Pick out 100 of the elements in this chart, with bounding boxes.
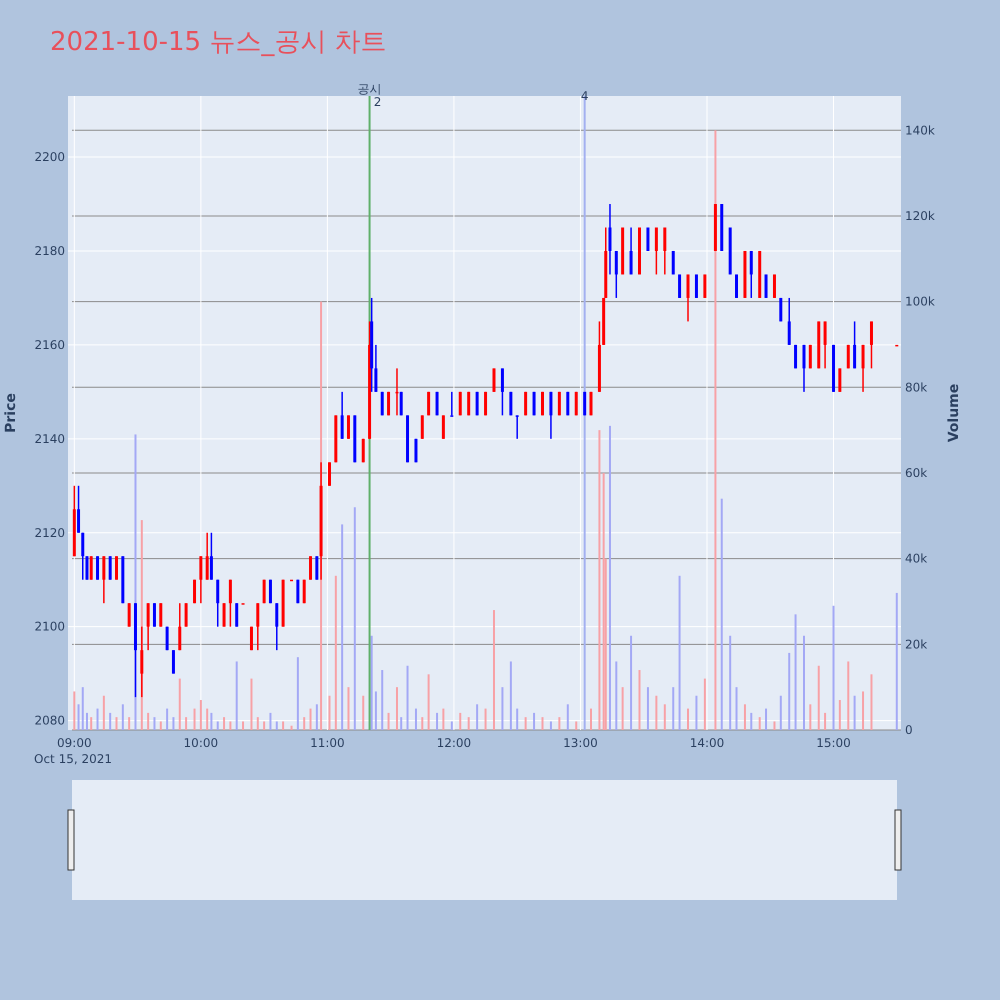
candlestick bbox=[574, 391, 578, 416]
candlestick bbox=[862, 344, 865, 393]
bar bbox=[263, 721, 266, 730]
bar bbox=[160, 721, 162, 730]
annotation: 2 bbox=[374, 95, 382, 109]
bar bbox=[818, 666, 820, 730]
y2-tick-label: 40k bbox=[905, 552, 928, 566]
y2-tick-label: 120k bbox=[905, 208, 935, 223]
candlestick bbox=[420, 414, 424, 440]
bar bbox=[541, 717, 544, 730]
bar bbox=[147, 712, 150, 730]
candlestick bbox=[654, 226, 658, 276]
candlestick bbox=[146, 602, 150, 651]
candlestick bbox=[159, 602, 162, 628]
y2-tick-label: 140k bbox=[905, 123, 935, 138]
bar bbox=[269, 712, 272, 730]
candlestick bbox=[427, 391, 430, 416]
bar bbox=[242, 721, 244, 730]
candlestick bbox=[583, 391, 586, 416]
bar bbox=[276, 721, 278, 730]
candlestick bbox=[442, 414, 445, 440]
bar bbox=[838, 700, 841, 730]
candlestick bbox=[808, 344, 812, 370]
bar bbox=[96, 708, 99, 730]
bar bbox=[630, 636, 632, 730]
bar bbox=[282, 721, 284, 730]
bar bbox=[896, 592, 898, 730]
bar bbox=[442, 708, 444, 730]
bar bbox=[802, 636, 805, 730]
bar bbox=[678, 576, 681, 730]
bar bbox=[824, 712, 826, 730]
bar bbox=[533, 712, 536, 730]
bar bbox=[229, 721, 232, 730]
candlestick bbox=[838, 368, 842, 393]
candlestick bbox=[614, 250, 618, 299]
candlestick bbox=[646, 226, 650, 252]
candlestick bbox=[608, 203, 612, 276]
candlestick bbox=[870, 320, 873, 370]
candlestick bbox=[764, 274, 768, 299]
candlestick bbox=[178, 602, 182, 651]
y-tick-label: 2120 bbox=[34, 526, 65, 540]
bar bbox=[550, 721, 552, 730]
candlestick bbox=[309, 555, 312, 580]
bar bbox=[290, 726, 293, 730]
bar bbox=[436, 712, 438, 730]
bar bbox=[501, 687, 504, 730]
bar bbox=[516, 708, 518, 730]
y-tick-label: 2080 bbox=[34, 714, 65, 728]
bar bbox=[750, 712, 752, 730]
bar bbox=[744, 704, 746, 730]
candlestick bbox=[395, 368, 398, 416]
y-tick-label: 2160 bbox=[34, 338, 65, 352]
bar bbox=[90, 717, 92, 730]
bar bbox=[428, 674, 430, 730]
candlestick bbox=[216, 578, 220, 628]
bar bbox=[316, 704, 318, 730]
bar bbox=[354, 507, 356, 730]
bar bbox=[109, 712, 112, 730]
bar bbox=[854, 696, 856, 730]
bar bbox=[788, 652, 790, 730]
bar bbox=[374, 691, 377, 730]
y-tick-label: 2180 bbox=[34, 244, 65, 258]
y2-axis-title: Volume bbox=[946, 384, 962, 442]
candlestick bbox=[500, 368, 504, 416]
bar bbox=[695, 696, 698, 730]
bar bbox=[615, 661, 618, 730]
candlestick bbox=[467, 391, 470, 416]
candlestick bbox=[102, 555, 106, 604]
bar bbox=[510, 661, 512, 730]
candlestick bbox=[199, 555, 202, 604]
candlestick bbox=[400, 391, 403, 416]
bar bbox=[153, 717, 156, 730]
bar bbox=[206, 708, 208, 730]
candlestick bbox=[532, 391, 536, 416]
bar bbox=[172, 717, 174, 730]
bar bbox=[362, 696, 364, 730]
y2-tick-label: 80k bbox=[905, 380, 928, 394]
candlestick bbox=[96, 555, 100, 580]
bar bbox=[334, 576, 337, 730]
bar bbox=[492, 610, 495, 730]
candlestick bbox=[256, 602, 260, 651]
candlestick bbox=[509, 391, 512, 416]
bar bbox=[780, 696, 782, 730]
candlestick bbox=[210, 532, 213, 580]
bar bbox=[73, 691, 76, 730]
bar bbox=[672, 687, 674, 730]
bar bbox=[414, 708, 417, 730]
bar bbox=[459, 712, 462, 730]
bar bbox=[116, 717, 118, 730]
y-tick-label: 2200 bbox=[34, 150, 65, 164]
candlestick bbox=[193, 578, 196, 604]
bar bbox=[646, 687, 649, 730]
bar bbox=[128, 717, 130, 730]
bar bbox=[638, 670, 640, 730]
candlestick bbox=[694, 274, 698, 299]
candlestick bbox=[703, 274, 706, 299]
candlestick bbox=[128, 602, 131, 628]
candlestick bbox=[222, 602, 226, 628]
chart-title: 2021-10-15 뉴스_공시 차트 bbox=[50, 27, 387, 57]
y-axis-title: Price bbox=[3, 393, 19, 433]
